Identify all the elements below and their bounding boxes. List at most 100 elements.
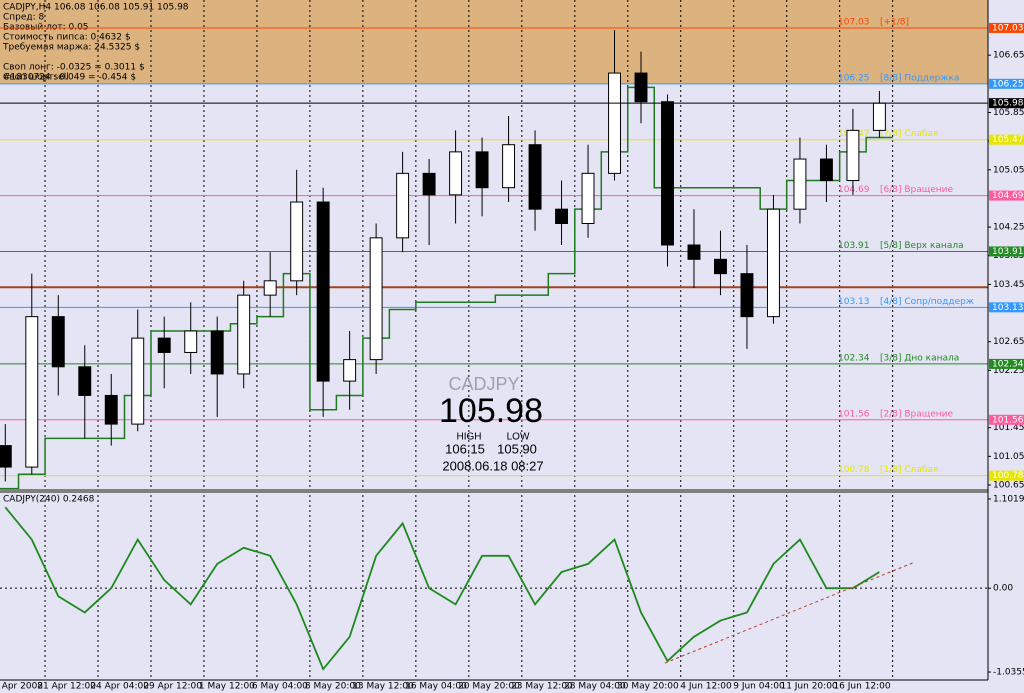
x-tick-label: 21 Apr 12:00 bbox=[37, 682, 96, 692]
candle-body bbox=[343, 359, 357, 382]
candle-body bbox=[766, 208, 780, 318]
level-value: 103.91 bbox=[838, 241, 870, 251]
x-tick-label: 9 Jun 04:00 bbox=[733, 682, 785, 692]
overlay-low: 105.90 bbox=[497, 441, 537, 456]
level-tag bbox=[989, 246, 1024, 257]
level-tag-value: 101.56 bbox=[992, 415, 1024, 425]
y-tick-label: 104.25 bbox=[993, 223, 1024, 233]
candle-body bbox=[872, 102, 886, 131]
x-tick-label: 29 Apr 12:00 bbox=[143, 682, 202, 692]
candle-body bbox=[316, 201, 330, 382]
level-text: [5/8] Верх канала bbox=[880, 241, 964, 251]
level-tag bbox=[989, 190, 1024, 201]
x-tick-label: 16 May 04:00 bbox=[405, 682, 467, 692]
x-tick-label: 16 Apr 2008 bbox=[0, 682, 43, 692]
candle-body bbox=[687, 244, 701, 260]
level-text: [4/8] Сопр/поддерж bbox=[880, 297, 974, 307]
x-tick-label: 23 May 12:00 bbox=[511, 682, 573, 692]
level-tag-value: 105.47 bbox=[992, 135, 1024, 145]
level-tag bbox=[989, 78, 1024, 89]
candle-body bbox=[157, 337, 171, 353]
level-tag bbox=[989, 134, 1024, 145]
y-tick-label: 1.1019 bbox=[993, 494, 1024, 504]
level-tag-value: 103.13 bbox=[992, 303, 1024, 313]
candle-body bbox=[819, 158, 833, 182]
level-value: 103.13 bbox=[838, 297, 870, 307]
x-tick-label: 4 Jun 12:00 bbox=[680, 682, 732, 692]
info-line: Спред: 8 bbox=[3, 13, 45, 23]
level-value: 106.25 bbox=[838, 73, 870, 83]
candle-body bbox=[78, 366, 92, 396]
y-tick-label: 101.05 bbox=[993, 452, 1024, 462]
level-value: 101.56 bbox=[838, 409, 870, 419]
level-tag bbox=[989, 470, 1024, 481]
x-tick-label: 30 May 20:00 bbox=[617, 682, 679, 692]
level-tag bbox=[989, 302, 1024, 313]
overlay-time: 2008.06.18 08:27 bbox=[442, 458, 543, 473]
candle-body bbox=[634, 72, 648, 103]
candle-body bbox=[740, 273, 754, 318]
y-tick-label: 106.65 bbox=[993, 51, 1024, 61]
y-tick-label: 102.65 bbox=[993, 337, 1024, 347]
candle-body bbox=[104, 394, 118, 425]
last-price-tag bbox=[989, 98, 1024, 109]
level-tag bbox=[989, 414, 1024, 425]
y-tick-label: 100.65 bbox=[993, 480, 1024, 490]
info-line: Своп лонг: -0.0325 = 0.3011 $ bbox=[3, 63, 145, 73]
overlay-high: 106.15 bbox=[445, 441, 485, 456]
overlay-symbol: CADJPY bbox=[448, 374, 519, 394]
last-price-value: 105.98 bbox=[992, 99, 1024, 109]
trend-line bbox=[664, 561, 916, 664]
panel-separator bbox=[0, 489, 988, 493]
candle-body bbox=[449, 151, 463, 196]
y-tick-label: 103.45 bbox=[993, 280, 1024, 290]
y-tick-label: 105.85 bbox=[993, 108, 1024, 118]
x-tick-label: 11 Jun 20:00 bbox=[780, 682, 837, 692]
info-line: Своп шорт: 0.049 = -0.454 $ bbox=[3, 73, 136, 83]
level-tag bbox=[989, 358, 1024, 369]
candle-body bbox=[793, 158, 807, 210]
level-tag-value: 106.25 bbox=[992, 79, 1024, 89]
level-tag-value: 107.03 bbox=[992, 23, 1024, 33]
level-text: [1/8] Слабая bbox=[880, 465, 938, 475]
x-tick-label: 8 May 20:00 bbox=[305, 682, 361, 692]
candle-body bbox=[290, 201, 304, 282]
level-tag-value: 102.34 bbox=[992, 359, 1024, 369]
candle-body bbox=[422, 172, 436, 196]
candle-body bbox=[528, 144, 542, 210]
candle-body bbox=[237, 294, 251, 375]
x-tick-label: 13 May 12:00 bbox=[352, 682, 414, 692]
y-tick-label: 105.05 bbox=[993, 165, 1024, 175]
level-value: 102.34 bbox=[838, 353, 870, 363]
candle-body bbox=[184, 330, 198, 353]
candle-body bbox=[714, 258, 727, 275]
level-text: [8/8] Поддержка bbox=[880, 73, 959, 83]
level-tag bbox=[989, 22, 1024, 33]
y-tick-label: 101.45 bbox=[993, 423, 1024, 433]
level-tag-value: 104.69 bbox=[992, 191, 1024, 201]
level-value: 107.03 bbox=[838, 17, 870, 27]
level-text: [6/8] Вращение bbox=[880, 185, 954, 195]
y-tick-label: 0.00 bbox=[993, 584, 1013, 594]
candle-body bbox=[396, 172, 410, 239]
chart-title: CADJPY,H4 106.08 106.08 105.91 105.98 bbox=[3, 3, 189, 13]
candle-body bbox=[51, 316, 65, 368]
candle-body bbox=[369, 237, 383, 361]
candle-body bbox=[846, 129, 860, 182]
info-line: Требуемая маржа: 24.5325 $ bbox=[2, 43, 140, 53]
x-tick-label: 6 May 04:00 bbox=[252, 682, 308, 692]
level-text: [7/8] Слабая bbox=[880, 129, 938, 139]
level-tag-value: 100.78 bbox=[992, 471, 1024, 481]
oscillator-line bbox=[4, 506, 880, 671]
overlay-high-label: HIGH bbox=[457, 432, 482, 443]
candle-body bbox=[661, 101, 674, 246]
candle-body bbox=[555, 208, 569, 225]
candle-body bbox=[475, 151, 489, 189]
candle-body bbox=[131, 337, 145, 425]
info-line: #1830724 sell bbox=[3, 73, 69, 83]
resistance-zone bbox=[0, 0, 988, 84]
overlay-low-label: LOW bbox=[507, 432, 530, 443]
x-tick-label: 16 Jun 12:00 bbox=[833, 682, 890, 692]
